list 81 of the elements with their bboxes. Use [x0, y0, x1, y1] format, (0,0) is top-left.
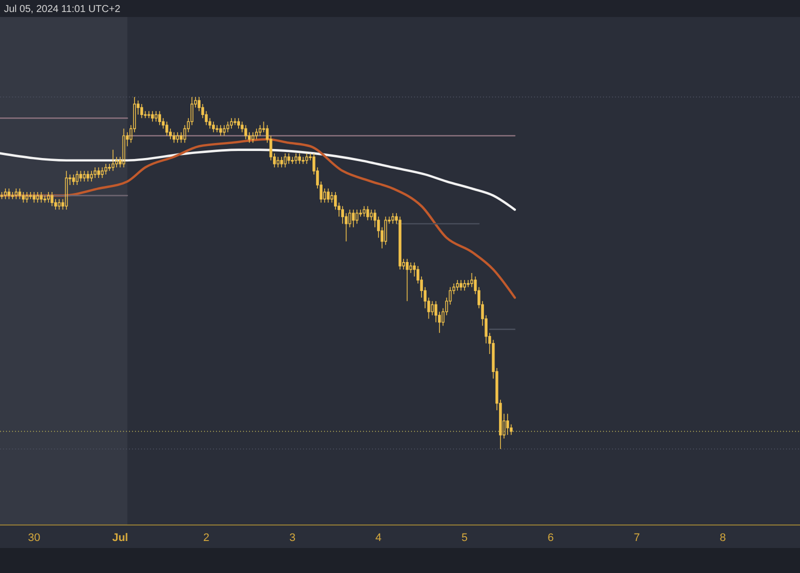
candlestick [391, 212, 394, 224]
candlestick [252, 132, 254, 144]
candlestick [172, 132, 176, 144]
x-tick-label: 8 [720, 532, 726, 544]
candlestick [0, 192, 4, 200]
candlestick [36, 192, 40, 203]
candlestick [40, 192, 43, 203]
x-tick-label: 6 [548, 532, 554, 544]
candlestick [305, 152, 308, 164]
text: Jul 05, 2024 11:01 UTC+2 [4, 4, 121, 15]
candlestick [230, 118, 233, 130]
candlestick [290, 156, 294, 164]
candlestick [234, 118, 236, 126]
candlestick [79, 170, 82, 182]
x-tick-label: 5 [462, 532, 468, 544]
candlestick [216, 124, 218, 133]
candlestick [326, 188, 330, 203]
candlestick [258, 124, 262, 136]
candlestick [463, 280, 466, 291]
candlestick [11, 192, 14, 200]
candlestick [398, 216, 402, 270]
candlestick [50, 192, 54, 207]
candlestick [352, 209, 355, 228]
candlestick [4, 188, 7, 200]
candlestick [255, 128, 258, 140]
candlestick [237, 118, 240, 130]
candlestick [366, 206, 370, 221]
candlestick [8, 188, 10, 200]
candlestick [104, 163, 108, 175]
candlestick [97, 167, 100, 178]
candlestick [86, 170, 90, 182]
candlestick [72, 174, 75, 186]
candlestick [154, 110, 158, 122]
candlestick [456, 280, 459, 291]
candlestick [302, 156, 305, 164]
candlestick [158, 110, 162, 126]
candlestick [58, 198, 61, 210]
candlestick [280, 156, 284, 168]
candlestick [460, 280, 462, 291]
x-tick-label: 7 [634, 532, 640, 544]
candlestick [298, 152, 301, 164]
candlestick [165, 121, 168, 136]
candlestick [212, 121, 215, 133]
candlestick [82, 170, 86, 182]
candlestick [18, 188, 22, 200]
candlestick [222, 124, 226, 136]
x-tick-label: 3 [289, 532, 296, 544]
candlestick [90, 170, 93, 182]
candlestick [244, 124, 248, 140]
candlestick [176, 132, 179, 144]
candlestick [22, 192, 25, 203]
candlestick [147, 110, 150, 119]
candlestick [140, 104, 144, 119]
candlestick [14, 188, 18, 200]
candlestick [226, 121, 230, 133]
candlestick [94, 167, 96, 178]
candlestick [506, 413, 510, 436]
candlestick [219, 124, 222, 136]
candlestick [151, 110, 154, 122]
candlestick [356, 209, 358, 224]
candlestick [29, 192, 32, 200]
candlestick [112, 149, 114, 172]
candlestick [32, 192, 36, 203]
candlestick [76, 170, 79, 186]
candlestick [47, 192, 50, 203]
candlestick [100, 167, 104, 178]
candlestick [287, 152, 290, 164]
candlestick [26, 192, 28, 203]
candlestick [122, 128, 126, 168]
candlestick [43, 195, 46, 203]
candlestick [276, 156, 280, 168]
x-tick-label: 4 [375, 532, 382, 544]
candlestick [284, 152, 287, 168]
candlestick [406, 258, 409, 302]
candlestick [64, 170, 68, 210]
candlestick [384, 216, 388, 246]
candlestick [362, 206, 366, 218]
x-tick-label: Jul [112, 532, 128, 544]
x-tick-label: 30 [28, 532, 40, 544]
candlestick [294, 152, 298, 164]
x-tick-label: 2 [203, 532, 210, 544]
